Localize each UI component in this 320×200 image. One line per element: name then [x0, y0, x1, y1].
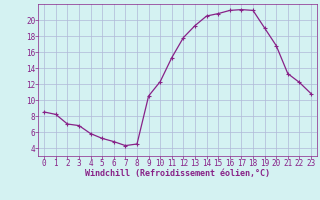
X-axis label: Windchill (Refroidissement éolien,°C): Windchill (Refroidissement éolien,°C) — [85, 169, 270, 178]
